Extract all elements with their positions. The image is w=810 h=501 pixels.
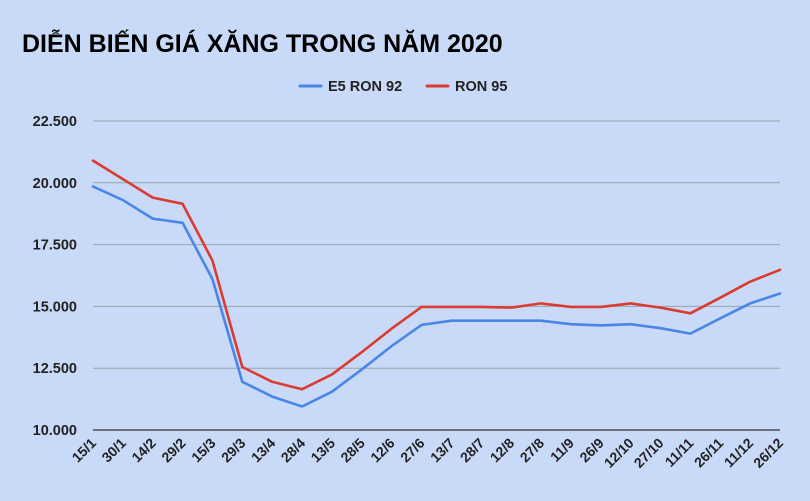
y-tick-label: 22.500 — [33, 114, 77, 130]
x-tick-label: 29/2 — [158, 435, 189, 466]
x-tick-label: 30/1 — [98, 435, 129, 466]
y-tick-label: 17.500 — [33, 238, 77, 254]
x-tick-label: 27/8 — [517, 435, 548, 466]
legend-label-ron-95: RON 95 — [455, 79, 507, 95]
chart-legend: E5 RON 92 RON 95 — [298, 79, 507, 95]
x-tick-label: 27/6 — [397, 435, 428, 466]
x-tick-label: 13/7 — [427, 435, 458, 466]
series-line-ron-95 — [91, 159, 782, 391]
gridlines — [93, 120, 780, 431]
x-tick-label: 12/10 — [601, 435, 637, 471]
x-tick-label: 11/11 — [662, 435, 697, 470]
x-tick-label: 29/3 — [218, 435, 249, 466]
x-tick-label: 13/4 — [248, 435, 279, 466]
x-axis-ticks: 15/1 30/1 14/2 29/2 15/3 29/3 13/4 28/4 13/5 28/5… — [69, 435, 787, 471]
series-line-e5-ron-92 — [91, 185, 782, 408]
x-tick-label: 12/6 — [367, 435, 398, 466]
x-tick-label: 27/10 — [631, 435, 667, 471]
x-tick-label: 12/8 — [487, 435, 518, 466]
x-tick-label: 15/3 — [188, 435, 219, 466]
x-tick-label: 14/2 — [128, 435, 159, 466]
y-tick-label: 12.500 — [33, 361, 77, 377]
x-tick-label: 28/5 — [337, 435, 368, 466]
y-axis-ticks: 10.000 12.500 15.000 17.500 20.000 22.500 — [33, 114, 77, 439]
x-tick-label: 26/11 — [691, 435, 727, 471]
legend-label-e5-ron-92: E5 RON 92 — [328, 79, 402, 95]
y-tick-label: 10.000 — [33, 423, 77, 439]
x-tick-label: 15/1 — [69, 435, 100, 466]
x-tick-label: 28/4 — [278, 435, 309, 466]
chart-title: DIỄN BIẾN GIÁ XĂNG TRONG NĂM 2020 — [22, 28, 503, 58]
x-tick-label: 13/5 — [307, 435, 338, 466]
series-lines — [91, 159, 782, 408]
x-tick-label: 11/9 — [547, 435, 577, 465]
x-tick-label: 11/12 — [721, 435, 757, 471]
y-tick-label: 20.000 — [33, 176, 77, 192]
y-tick-label: 15.000 — [33, 299, 77, 315]
x-tick-label: 26/12 — [750, 435, 786, 471]
x-tick-label: 28/7 — [457, 435, 488, 466]
